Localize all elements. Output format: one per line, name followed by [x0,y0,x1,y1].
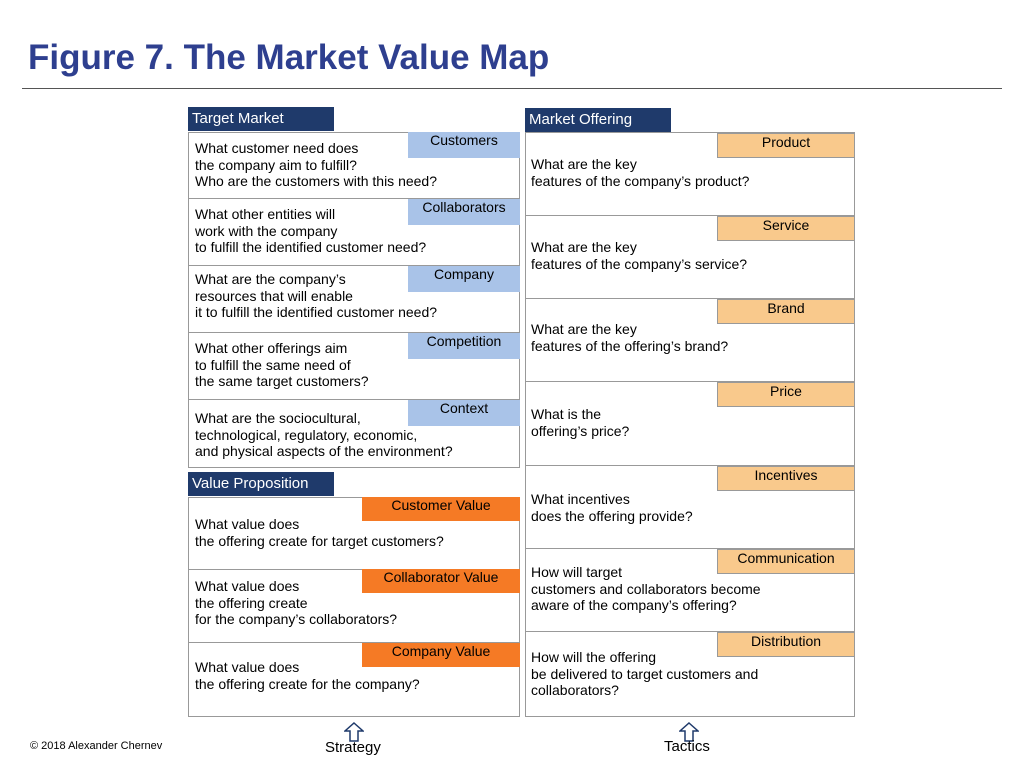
product-label: Product [717,133,855,158]
distribution-question: How will the offering be delivered to ta… [531,649,759,698]
target-market-divider [188,265,520,266]
competition-label: Competition [408,333,520,359]
customer-value-question: What value does the offering create for … [195,516,444,549]
value-proposition-divider [188,642,520,643]
distribution-label: Distribution [717,632,855,657]
company-value-label: Company Value [362,643,520,667]
customers-question: What customer need does the company aim … [195,140,438,189]
company-value-question: What value does the offering create for … [195,659,420,692]
context-question: What are the sociocultural, technologica… [195,410,453,459]
company-label: Company [408,266,520,292]
collaborators-question: What other entities will work with the c… [195,206,427,255]
market-offering-divider [525,631,855,632]
market-offering-divider [525,298,855,299]
incentives-label: Incentives [717,466,855,491]
value-proposition-divider [188,569,520,570]
collaborator-value-question: What value does the offering create for … [195,578,398,627]
target-market-header: Target Market [188,107,334,131]
value-proposition-panel [188,497,520,717]
tactics-label: Tactics [664,738,710,755]
copyright: © 2018 Alexander Chernev [30,740,163,752]
up-arrow-icon [344,722,364,742]
value-proposition-header: Value Proposition [188,472,334,496]
title-divider [22,88,1002,89]
market-offering-header: Market Offering [525,108,671,132]
collaborators-label: Collaborators [408,199,520,225]
customers-label: Customers [408,132,520,158]
company-question: What are the company’s resources that wi… [195,271,438,320]
service-label: Service [717,216,855,241]
figure-title: Figure 7. The Market Value Map [28,38,550,77]
brand-question: What are the key features of the offerin… [531,321,729,354]
collaborator-value-label: Collaborator Value [362,569,520,593]
price-question: What is the offering’s price? [531,406,630,439]
brand-label: Brand [717,299,855,324]
target-market-divider [188,198,520,199]
market-offering-divider [525,548,855,549]
competition-question: What other offerings aim to fulfill the … [195,340,369,389]
target-market-divider [188,399,520,400]
market-offering-divider [525,381,855,382]
customer-value-label: Customer Value [362,497,520,521]
price-label: Price [717,382,855,407]
up-arrow-icon [679,722,699,742]
context-label: Context [408,400,520,426]
service-question: What are the key features of the company… [531,239,748,272]
strategy-label: Strategy [325,739,381,756]
market-offering-divider [525,215,855,216]
communication-question: How will target customers and collaborat… [531,564,761,613]
product-question: What are the key features of the company… [531,156,750,189]
incentives-question: What incentives does the offering provid… [531,491,693,524]
target-market-divider [188,332,520,333]
communication-label: Communication [717,549,855,574]
market-offering-divider [525,465,855,466]
